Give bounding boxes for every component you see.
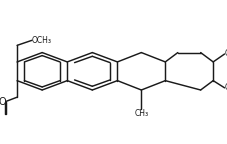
Text: O: O: [0, 96, 6, 107]
Text: CH₃: CH₃: [224, 83, 227, 92]
Text: OCH₃: OCH₃: [32, 36, 52, 45]
Text: CH₃: CH₃: [134, 109, 148, 118]
Text: CH₃: CH₃: [224, 50, 227, 58]
